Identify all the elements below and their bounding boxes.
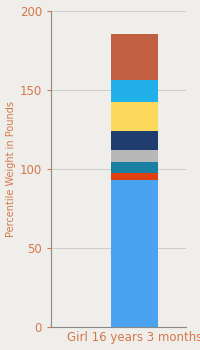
Bar <box>111 102 158 131</box>
Bar <box>111 34 158 80</box>
Y-axis label: Percentile Weight in Pounds: Percentile Weight in Pounds <box>6 100 16 237</box>
Bar <box>111 131 158 149</box>
Bar <box>111 180 158 327</box>
Bar <box>111 173 158 180</box>
Bar <box>111 162 158 173</box>
Bar <box>111 149 158 162</box>
Bar <box>111 80 158 102</box>
